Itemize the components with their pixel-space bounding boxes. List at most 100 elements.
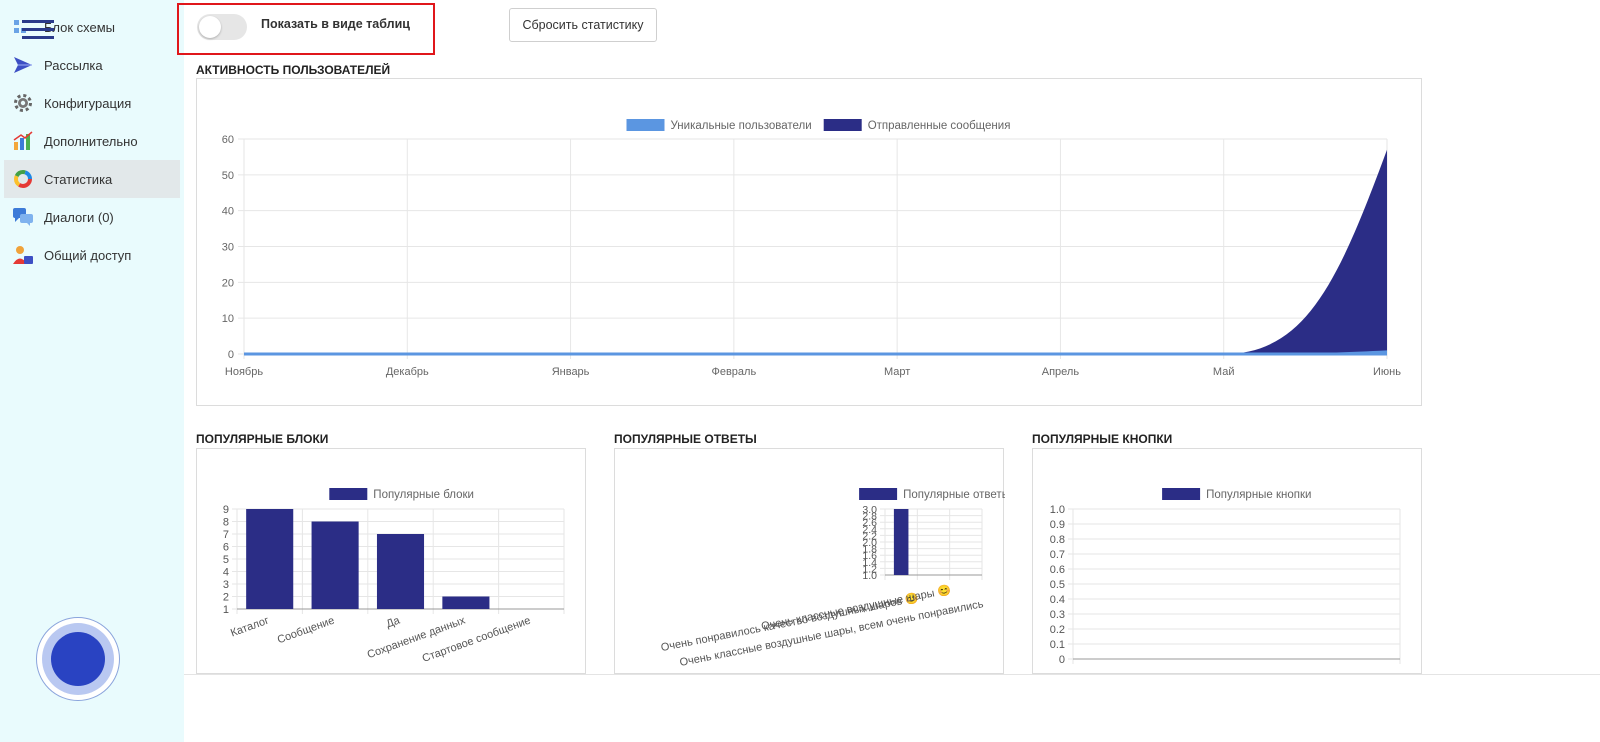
legend-label: Популярные кнопки <box>1206 489 1311 501</box>
answers-chart: Популярные ответы1.01.21.41.61.82.02.22.… <box>660 488 1005 669</box>
sidebar-item-dialogs[interactable]: Диалоги (0) <box>4 198 180 236</box>
y-tick-label: 0.6 <box>1050 564 1065 576</box>
y-tick-label: 40 <box>222 206 234 218</box>
y-tick-label: 1.0 <box>862 570 877 582</box>
sidebar-item-label: Рассылка <box>44 57 103 73</box>
y-tick-label: 50 <box>222 170 234 182</box>
toggle-knob <box>199 16 221 38</box>
y-tick-label: 9 <box>223 504 229 516</box>
bar-chart-icon <box>13 131 33 150</box>
x-tick-label: Апрель <box>1042 366 1080 378</box>
sidebar-item-configuration[interactable]: Конфигурация <box>4 84 180 122</box>
buttons-chart-panel: Популярные кнопки 0 0.1 0.2 0.3 0.4 0.5 0.6 0.7 0… <box>1032 448 1422 674</box>
y-tick-label: 2.6 <box>862 517 877 529</box>
bar <box>893 509 909 575</box>
legend-label: Популярные ответы <box>903 489 1005 501</box>
legend-swatch <box>626 119 665 131</box>
table-view-toggle-highlight: Показать в виде таблиц <box>177 3 435 55</box>
legend-swatch <box>329 488 368 500</box>
legend-label: Популярные блоки <box>373 489 474 501</box>
bar <box>442 596 490 609</box>
table-view-toggle[interactable] <box>197 14 247 40</box>
blocks-chart-panel: Популярные блоки 1 2 3 4 5 6 7 8 9 Каталог Сообщени… <box>196 448 586 674</box>
sidebar-item-mailing[interactable]: Рассылка <box>4 46 180 84</box>
fab-ring <box>42 623 114 695</box>
y-tick-label: 1 <box>223 604 229 616</box>
legend-swatch <box>859 488 898 500</box>
y-tick-label: 30 <box>222 242 234 254</box>
x-tick-label: Стартовое сообщение <box>421 615 533 665</box>
y-tick-label: 2.2 <box>862 530 877 542</box>
x-tick-label: Декабрь <box>386 366 429 378</box>
fab-core <box>51 632 105 686</box>
floating-action-button[interactable] <box>36 617 120 701</box>
x-tick-label: Каталог <box>229 615 271 640</box>
legend-swatch <box>823 119 862 131</box>
y-tick-label: 0.2 <box>1050 624 1065 636</box>
y-tick-label: 0.4 <box>1050 594 1065 606</box>
sidebar-item-sharing[interactable]: Общий доступ <box>4 236 180 274</box>
y-tick-label: 20 <box>222 277 234 289</box>
y-tick-label: 2.0 <box>862 537 877 549</box>
series-area-messages <box>244 149 1387 354</box>
x-tick-label: Ноябрь <box>225 366 263 378</box>
reset-statistics-button[interactable]: Сбросить статистику <box>509 8 657 42</box>
paper-plane-icon <box>14 57 32 73</box>
y-tick-label: 60 <box>222 134 234 146</box>
x-tick-label: Май <box>1213 366 1235 378</box>
y-tick-label: 0 <box>1059 654 1065 666</box>
y-tick-label: 10 <box>222 313 234 325</box>
user-share-icon <box>13 246 33 264</box>
blocks-section-title: ПОПУЛЯРНЫЕ БЛОКИ <box>196 432 329 446</box>
y-tick-label: 3.0 <box>862 504 877 516</box>
y-tick-label: 8 <box>223 517 229 529</box>
activity-chart: Уникальные пользователи Отправленные сооб… <box>222 119 1401 378</box>
table-view-toggle-label: Показать в виде таблиц <box>261 17 410 31</box>
x-tick-label: Июнь <box>1373 366 1401 378</box>
sidebar-item-additional[interactable]: Дополнительно <box>4 122 180 160</box>
bar <box>311 521 359 609</box>
y-tick-label: 0.8 <box>1050 534 1065 546</box>
x-tick-label: Сообщение <box>276 615 336 647</box>
y-tick-label: 7 <box>223 529 229 541</box>
y-tick-label: 0.9 <box>1050 519 1065 531</box>
legend-swatch <box>1162 488 1201 500</box>
y-tick-label: 2 <box>223 592 229 604</box>
sidebar-item-label: Блок схемы <box>44 19 116 35</box>
answers-chart-panel: Популярные ответы 1.0 1.2 1.4 1.6 1.8 2.0 2.2 2.… <box>614 448 1005 674</box>
sidebar-item-label: Общий доступ <box>44 247 132 263</box>
sidebar-item-label: Конфигурация <box>44 95 132 111</box>
buttons-chart: Популярные кнопки 0 0.1 0.2 0.3 0.4 0.5 0.6 0.7 0… <box>1050 488 1401 666</box>
y-tick-label: 6 <box>223 542 229 554</box>
sidebar-item-label: Статистика <box>44 171 113 187</box>
y-tick-label: 3 <box>223 579 229 591</box>
y-tick-label: 0.3 <box>1050 609 1065 621</box>
y-tick-label: 2.8 <box>862 511 877 523</box>
y-tick-label: 5 <box>223 554 229 566</box>
x-tick-label: Да <box>385 614 403 630</box>
y-tick-label: 1.2 <box>862 563 877 575</box>
activity-chart-panel: Уникальные пользователи Отправленные сооб… <box>196 78 1422 406</box>
y-tick-label: 4 <box>223 567 229 579</box>
y-tick-label: 1.4 <box>862 557 877 569</box>
y-tick-label: 0.5 <box>1050 579 1065 591</box>
buttons-section-title: ПОПУЛЯРНЫЕ КНОПКИ <box>1032 432 1173 446</box>
x-tick-label: Февраль <box>711 366 756 378</box>
sidebar-item-statistics[interactable]: Статистика <box>4 160 180 198</box>
y-tick-label: 1.6 <box>862 550 877 562</box>
y-tick-label: 1.0 <box>1050 504 1065 516</box>
bar <box>246 509 294 609</box>
legend-label: Уникальные пользователи <box>671 120 812 132</box>
page-bottom-divider <box>184 674 1600 675</box>
y-tick-label: 0 <box>228 349 234 361</box>
y-tick-label: 0.1 <box>1050 639 1065 651</box>
gear-icon <box>14 94 32 112</box>
hamburger-menu-icon[interactable] <box>20 20 54 44</box>
activity-section-title: АКТИВНОСТЬ ПОЛЬЗОВАТЕЛЕЙ <box>196 63 391 77</box>
y-tick-label: 0.7 <box>1050 549 1065 561</box>
x-tick-label: Март <box>884 366 910 378</box>
y-tick-label: 2.4 <box>862 524 877 536</box>
y-tick-label: 1.8 <box>862 544 877 556</box>
sidebar-item-label: Дополнительно <box>44 133 138 149</box>
